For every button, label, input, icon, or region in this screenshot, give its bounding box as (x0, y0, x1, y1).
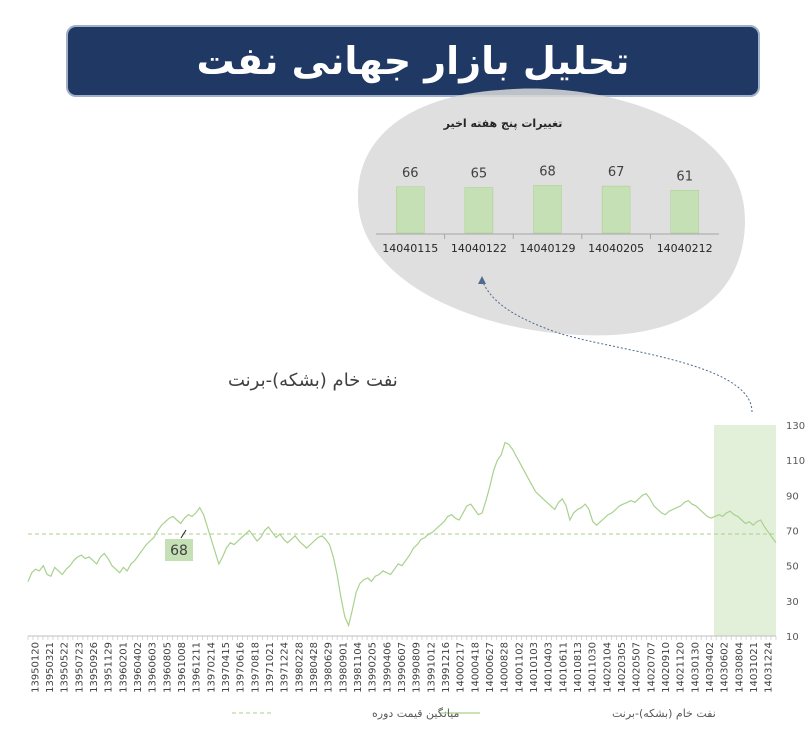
x-tick-label: 14000217 (456, 642, 467, 693)
inset-bar (396, 186, 425, 234)
x-tick-label: 14030804 (734, 642, 745, 693)
x-tick-label: 14010813 (573, 642, 584, 693)
x-tick-label: 14000418 (470, 642, 481, 693)
x-tick-label: 13990607 (397, 642, 408, 693)
y-tick-label: 110 (786, 456, 805, 467)
x-tick-label: 13971224 (280, 642, 291, 693)
x-tick-label: 13970415 (221, 642, 232, 693)
average-label-box (165, 539, 193, 562)
x-tick-label: 14010611 (558, 642, 569, 693)
price-line (27, 441, 777, 628)
inset-bar-value: 61 (676, 169, 693, 184)
x-tick-label: 13980428 (309, 642, 320, 693)
inset-bar (670, 190, 699, 234)
x-tick-label: 13980901 (338, 642, 349, 693)
x-tick-label: 14011030 (588, 642, 599, 693)
x-tick-label: 13970616 (236, 642, 247, 693)
average-label-text: 68 (170, 543, 188, 559)
x-tick-label: 14030130 (690, 642, 701, 693)
x-tick-label: 13960402 (133, 642, 144, 693)
inset-bar (601, 185, 631, 234)
x-tick-label: 13991012 (426, 642, 437, 693)
inset-category-label: 14040115 (382, 242, 438, 255)
y-tick-label: 30 (786, 597, 799, 608)
inset-category-label: 14040122 (451, 242, 507, 255)
inset-bar-value: 66 (402, 166, 419, 181)
x-tick-label: 13991216 (441, 642, 452, 693)
x-tick-label: 13950321 (45, 642, 56, 693)
title-banner: تحلیل بازار جهانی نفت (66, 25, 760, 97)
average-label-leader (180, 529, 187, 539)
x-tick-label: 14020305 (617, 642, 628, 693)
x-tick-label: 14031224 (764, 642, 775, 693)
x-tick-label: 13990205 (368, 642, 379, 693)
inset-bar-value: 68 (539, 164, 556, 179)
x-tick-label: 14001102 (514, 642, 525, 693)
x-tick-label: 14020507 (632, 642, 643, 693)
x-tick-label: 13970818 (250, 642, 261, 693)
inset-bar-value: 65 (471, 167, 488, 182)
x-tick-label: 13950120 (30, 642, 41, 693)
inset-category-label: 14040205 (588, 242, 644, 255)
x-tick-label: 13961211 (192, 642, 203, 693)
y-tick-label: 130 (786, 421, 805, 432)
x-tick-label: 14021120 (676, 642, 687, 693)
x-tick-label: 13980629 (324, 642, 335, 693)
x-tick-label: 14020910 (661, 642, 672, 693)
x-tick-label: 13981104 (353, 642, 364, 693)
x-tick-label: 14020707 (646, 642, 657, 693)
y-tick-label: 70 (786, 527, 799, 538)
x-tick-label: 13950723 (74, 642, 85, 693)
y-tick-label: 10 (786, 632, 799, 643)
page-title: تحلیل بازار جهانی نفت (196, 39, 630, 83)
x-tick-label: 13951129 (104, 642, 115, 693)
inset-bar (533, 185, 562, 234)
x-tick-label: 13961008 (177, 642, 188, 693)
x-tick-label: 14030402 (705, 642, 716, 693)
x-tick-label: 13960805 (162, 642, 173, 693)
legend-label-price: نفت خام (بشکه)-برنت (612, 707, 716, 720)
x-tick-label: 13950926 (89, 642, 100, 693)
x-tick-label: 14010403 (544, 642, 555, 693)
x-tick-label: 13960603 (148, 642, 159, 693)
inset-category-label: 14040129 (520, 242, 576, 255)
inset-category-label: 14040212 (657, 242, 713, 255)
x-tick-label: 13950522 (60, 642, 71, 693)
connector-arrow (481, 279, 753, 413)
x-tick-label: 13970214 (206, 642, 217, 693)
x-tick-label: 14000627 (485, 642, 496, 693)
y-tick-label: 50 (786, 562, 799, 573)
inset-bar-value: 67 (608, 165, 625, 180)
x-tick-label: 13971021 (265, 642, 276, 693)
x-tick-label: 14000828 (500, 642, 511, 693)
x-tick-label: 13980228 (294, 642, 305, 693)
y-tick-label: 90 (786, 491, 799, 502)
legend-label-average: میانگین قیمت دوره (372, 707, 460, 720)
x-tick-label: 13990809 (412, 642, 423, 693)
x-tick-label: 14030602 (720, 642, 731, 693)
x-tick-label: 13960201 (118, 642, 129, 693)
x-tick-label: 14020104 (602, 642, 613, 693)
inset-title: تغییرات پنج هفته اخیر (443, 117, 563, 130)
x-tick-label: 14031021 (749, 642, 760, 693)
x-tick-label: 13990406 (382, 642, 393, 693)
x-tick-label: 14010103 (529, 642, 540, 693)
chart-title: نفت خام (بشکه)-برنت (228, 370, 398, 391)
inset-bar (464, 187, 494, 234)
connector-arrowhead (478, 276, 486, 284)
highlight-region (714, 425, 776, 636)
